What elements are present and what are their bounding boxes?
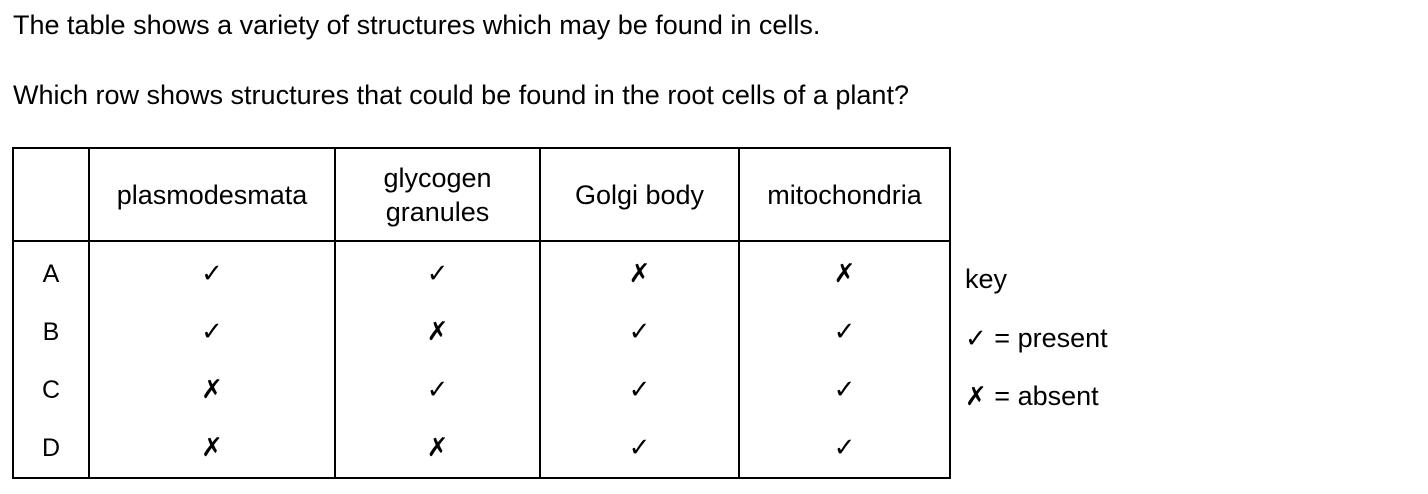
table-cell: ✗	[334, 303, 541, 361]
header-golgi-body: Golgi body	[539, 147, 740, 242]
table-row: C ✗ ✓ ✓ ✓	[12, 361, 951, 419]
table-header-row: plasmodesmata glycogen granules Golgi bo…	[12, 147, 951, 242]
table-row: B ✓ ✗ ✓ ✓	[12, 303, 951, 361]
table-cell: ✓	[738, 361, 951, 419]
table-cell: ✓	[738, 419, 951, 479]
row-label: D	[12, 419, 90, 479]
intro-text: The table shows a variety of structures …	[13, 10, 821, 40]
table-cell: ✓	[539, 361, 740, 419]
row-label: A	[12, 241, 90, 303]
key-present: ✓ = present	[965, 322, 1108, 355]
key-absent: ✗ = absent	[965, 380, 1099, 413]
check-icon: ✓	[965, 324, 987, 354]
header-mitochondria: mitochondria	[738, 147, 951, 242]
table-cell: ✗	[738, 241, 951, 303]
header-glycogen-granules: glycogen granules	[334, 147, 541, 242]
row-label: B	[12, 303, 90, 361]
table-cell: ✓	[334, 241, 541, 303]
header-plasmodesmata: plasmodesmata	[88, 147, 336, 242]
row-label: C	[12, 361, 90, 419]
cross-icon: ✗	[965, 382, 987, 412]
table-cell: ✓	[334, 361, 541, 419]
key-absent-label: = absent	[986, 381, 1099, 411]
table-cell: ✓	[539, 303, 740, 361]
table-cell: ✓	[539, 419, 740, 479]
table-cell: ✓	[738, 303, 951, 361]
table-row: D ✗ ✗ ✓ ✓	[12, 419, 951, 479]
table-row: A ✓ ✓ ✗ ✗	[12, 241, 951, 303]
key-title: key	[965, 264, 1008, 294]
table-cell: ✗	[539, 241, 740, 303]
table-cell: ✗	[88, 361, 336, 419]
structures-table: plasmodesmata glycogen granules Golgi bo…	[12, 147, 951, 479]
table-cell: ✗	[88, 419, 336, 479]
table-cell: ✗	[334, 419, 541, 479]
table-cell: ✓	[88, 241, 336, 303]
header-empty-cell	[12, 147, 90, 242]
table-cell: ✓	[88, 303, 336, 361]
key-present-label: = present	[986, 323, 1108, 353]
question-text: Which row shows structures that could be…	[13, 80, 909, 110]
